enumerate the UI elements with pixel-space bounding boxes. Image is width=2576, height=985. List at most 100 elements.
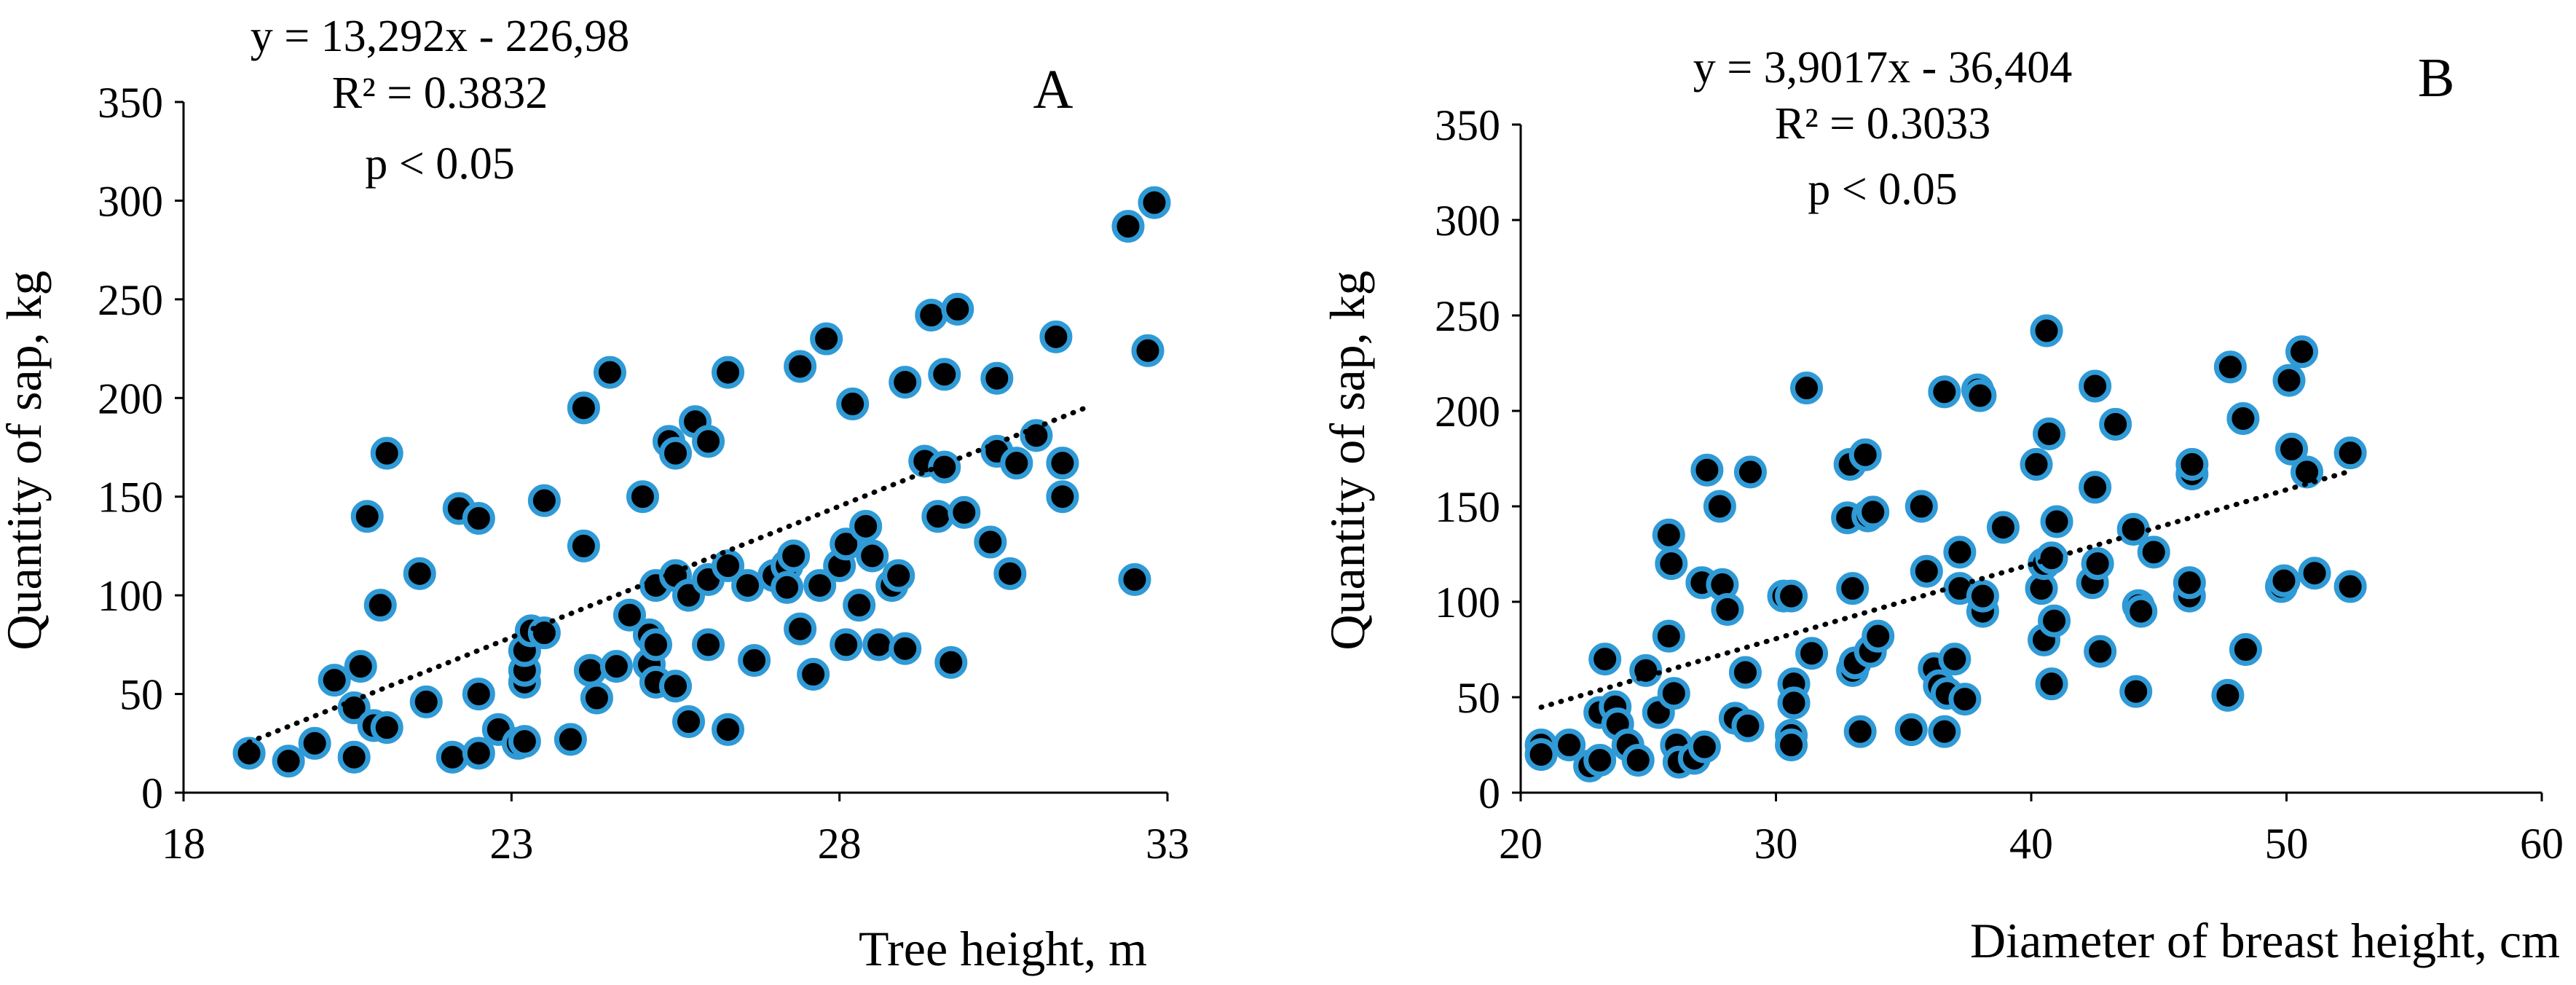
data-point — [2084, 635, 2117, 668]
data-point — [567, 391, 600, 425]
data-point — [777, 539, 811, 573]
data-point — [1629, 654, 1663, 687]
data-point — [1848, 438, 1882, 471]
data-point — [337, 691, 371, 725]
data-point — [2079, 471, 2112, 504]
data-point — [1862, 619, 1895, 653]
data-point — [1905, 490, 1938, 523]
data-point — [1118, 562, 1151, 596]
data-point — [2275, 432, 2309, 466]
data-point — [2267, 564, 2301, 597]
data-point — [2030, 314, 2063, 348]
y-tick-label: 250 — [98, 276, 163, 324]
data-point — [2079, 369, 2112, 403]
data-point — [337, 740, 371, 774]
data-point — [843, 589, 876, 622]
data-point — [2137, 535, 2170, 569]
data-point — [712, 356, 745, 389]
data-point — [527, 616, 561, 650]
data-point — [830, 527, 863, 561]
data-point — [554, 723, 587, 756]
data-point — [1039, 320, 1073, 353]
data-point — [1711, 592, 1744, 626]
data-point — [567, 529, 600, 562]
data-point — [993, 557, 1027, 590]
panel-label: B — [2418, 47, 2455, 109]
data-point — [599, 650, 633, 683]
data-point — [738, 644, 771, 678]
data-point — [1894, 713, 1928, 747]
data-point — [1652, 619, 1685, 653]
data-point — [830, 628, 863, 662]
data-point — [2285, 335, 2319, 369]
data-point — [1843, 715, 1877, 748]
p-value: p < 0.05 — [1808, 165, 1957, 214]
x-tick-label: 50 — [2265, 820, 2309, 868]
y-tick-label: 200 — [1435, 388, 1500, 436]
y-tick-label: 0 — [1478, 769, 1500, 817]
data-point — [639, 628, 672, 662]
data-point — [1046, 447, 1079, 480]
x-tick-label: 33 — [1146, 820, 1189, 868]
data-point — [784, 350, 817, 383]
y-tick-label: 100 — [98, 572, 163, 620]
data-point — [1775, 579, 1808, 613]
data-point — [1731, 709, 1765, 742]
data-point — [1000, 447, 1033, 480]
x-tick-label: 40 — [2009, 820, 2053, 868]
y-tick-label: 150 — [98, 474, 163, 522]
data-point — [2116, 512, 2150, 546]
data-point — [626, 480, 659, 514]
data-point — [409, 685, 443, 718]
data-point — [2035, 667, 2068, 701]
data-point — [1588, 643, 1622, 676]
data-point — [1524, 738, 1558, 772]
data-point — [2020, 447, 2053, 481]
data-point — [980, 361, 1014, 395]
data-point — [797, 657, 830, 691]
data-point — [318, 664, 351, 697]
y-tick-label: 50 — [1457, 674, 1500, 722]
y-tick-label: 300 — [98, 177, 163, 225]
data-point — [882, 559, 915, 592]
data-point — [836, 387, 870, 420]
data-point — [2298, 557, 2331, 590]
data-point — [2226, 401, 2260, 435]
panel-label: A — [1033, 59, 1074, 120]
p-value: p < 0.05 — [365, 139, 514, 189]
data-point — [2124, 594, 2158, 628]
data-point — [232, 737, 266, 770]
data-point — [2175, 447, 2209, 481]
data-point — [2333, 436, 2367, 470]
data-point — [731, 569, 765, 603]
data-point — [672, 705, 706, 738]
data-point — [2081, 547, 2114, 581]
data-point — [1938, 643, 1972, 676]
data-point — [1948, 683, 1982, 716]
data-point — [803, 569, 837, 603]
panel-b: B y = 3,9017x - 36,404 R² = 0.3033 p < 0… — [1320, 43, 2564, 968]
y-tick-label: 250 — [1435, 292, 1500, 340]
data-point — [1943, 535, 1977, 569]
data-point — [928, 450, 961, 484]
data-point — [363, 589, 397, 622]
panel-a: A y = 13,292x - 226,98 R² = 0.3832 p < 0… — [0, 12, 1189, 976]
data-point — [370, 711, 403, 745]
data-point — [2119, 675, 2153, 708]
data-point — [712, 549, 745, 583]
data-point — [934, 645, 968, 679]
data-point — [889, 632, 922, 665]
data-point — [784, 612, 817, 645]
data-point — [1928, 375, 1961, 409]
trendline-equation: y = 13,292x - 226,98 — [251, 12, 630, 61]
data-point — [1928, 715, 1961, 748]
data-point — [1795, 637, 1829, 670]
x-tick-label: 60 — [2520, 820, 2564, 868]
data-point — [2040, 505, 2073, 538]
y-tick-label: 200 — [98, 374, 163, 423]
data-point — [941, 292, 974, 326]
data-point — [1728, 656, 1762, 689]
data-point — [712, 713, 745, 746]
x-tick-label: 20 — [1499, 820, 1543, 868]
